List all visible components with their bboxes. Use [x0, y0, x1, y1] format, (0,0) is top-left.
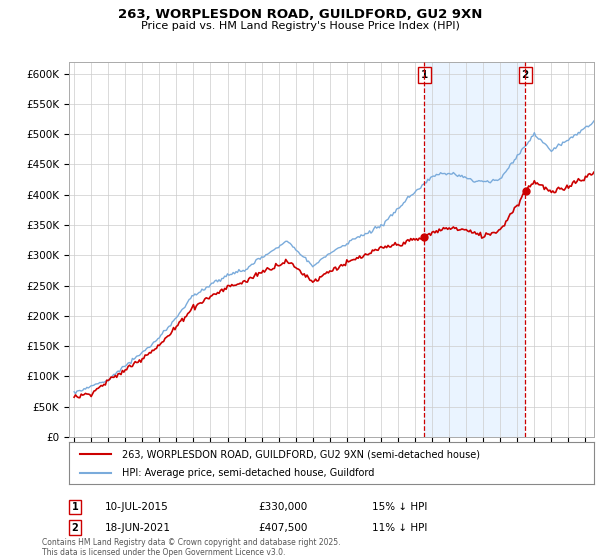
- Text: Contains HM Land Registry data © Crown copyright and database right 2025.
This d: Contains HM Land Registry data © Crown c…: [42, 538, 341, 557]
- Text: HPI: Average price, semi-detached house, Guildford: HPI: Average price, semi-detached house,…: [121, 468, 374, 478]
- Text: 10-JUL-2015: 10-JUL-2015: [105, 502, 169, 512]
- Text: £407,500: £407,500: [258, 522, 307, 533]
- Text: 263, WORPLESDON ROAD, GUILDFORD, GU2 9XN (semi-detached house): 263, WORPLESDON ROAD, GUILDFORD, GU2 9XN…: [121, 449, 479, 459]
- Text: 11% ↓ HPI: 11% ↓ HPI: [372, 522, 427, 533]
- Text: 18-JUN-2021: 18-JUN-2021: [105, 522, 171, 533]
- Text: Price paid vs. HM Land Registry's House Price Index (HPI): Price paid vs. HM Land Registry's House …: [140, 21, 460, 31]
- Text: 2: 2: [521, 70, 529, 80]
- Text: 263, WORPLESDON ROAD, GUILDFORD, GU2 9XN: 263, WORPLESDON ROAD, GUILDFORD, GU2 9XN: [118, 8, 482, 21]
- Text: 15% ↓ HPI: 15% ↓ HPI: [372, 502, 427, 512]
- Text: £330,000: £330,000: [258, 502, 307, 512]
- Text: 2: 2: [71, 522, 79, 533]
- Bar: [424, 62, 525, 437]
- Text: 1: 1: [71, 502, 79, 512]
- Text: 1: 1: [421, 70, 428, 80]
